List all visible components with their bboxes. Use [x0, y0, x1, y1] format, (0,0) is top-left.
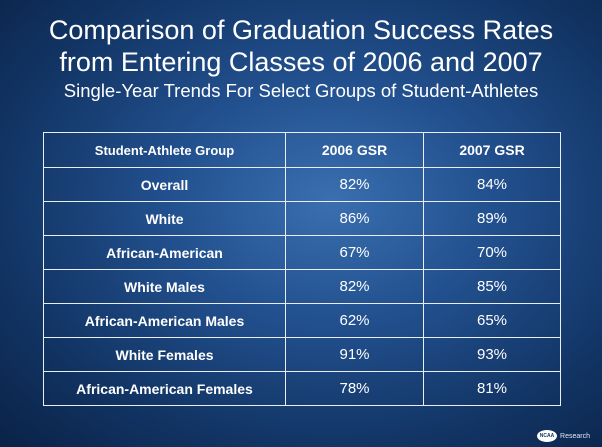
gsr-2006-cell: 78% — [285, 371, 424, 406]
title-line-2: from Entering Classes of 2006 and 2007 — [59, 47, 543, 77]
group-cell: African-American Males — [43, 303, 286, 338]
ncaa-seal-icon: NCAA — [537, 430, 558, 442]
header-2006: 2006 GSR — [285, 132, 424, 168]
gsr-2007-cell: 81% — [423, 371, 561, 406]
table-row: African-American Males 62% 65% — [43, 303, 561, 338]
gsr-2007-cell: 65% — [423, 303, 561, 338]
table-header-row: Student-Athlete Group 2006 GSR 2007 GSR — [43, 132, 561, 168]
logo-text: Research — [560, 432, 590, 440]
slide-title: Comparison of Graduation Success Rates f… — [0, 14, 602, 78]
gsr-2007-cell: 93% — [423, 337, 561, 372]
gsr-2006-cell: 86% — [285, 201, 424, 236]
group-cell: White Females — [43, 337, 286, 372]
table-row: White 86% 89% — [43, 201, 561, 236]
group-cell: White — [43, 201, 286, 236]
header-group: Student-Athlete Group — [43, 132, 286, 168]
group-cell: African-American Females — [43, 371, 286, 406]
gsr-table: Student-Athlete Group 2006 GSR 2007 GSR … — [43, 132, 561, 406]
table-row: African-American 67% 70% — [43, 235, 561, 270]
gsr-2007-cell: 89% — [423, 201, 561, 236]
group-cell: White Males — [43, 269, 286, 304]
table-row: African-American Females 78% 81% — [43, 371, 561, 406]
group-cell: African-American — [43, 235, 286, 270]
gsr-2006-cell: 67% — [285, 235, 424, 270]
group-cell: Overall — [43, 167, 286, 202]
gsr-2007-cell: 84% — [423, 167, 561, 202]
gsr-2006-cell: 82% — [285, 269, 424, 304]
ncaa-research-logo: NCAA Research — [537, 430, 590, 442]
gsr-2006-cell: 62% — [285, 303, 424, 338]
gsr-2007-cell: 85% — [423, 269, 561, 304]
gsr-2006-cell: 91% — [285, 337, 424, 372]
table-row: White Males 82% 85% — [43, 269, 561, 304]
gsr-2006-cell: 82% — [285, 167, 424, 202]
slide-subtitle: Single-Year Trends For Select Groups of … — [63, 80, 539, 101]
table-row: White Females 91% 93% — [43, 337, 561, 372]
header-2007: 2007 GSR — [423, 132, 561, 168]
gsr-2007-cell: 70% — [423, 235, 561, 270]
table-row: Overall 82% 84% — [43, 167, 561, 202]
title-line-1: Comparison of Graduation Success Rates — [48, 15, 554, 45]
